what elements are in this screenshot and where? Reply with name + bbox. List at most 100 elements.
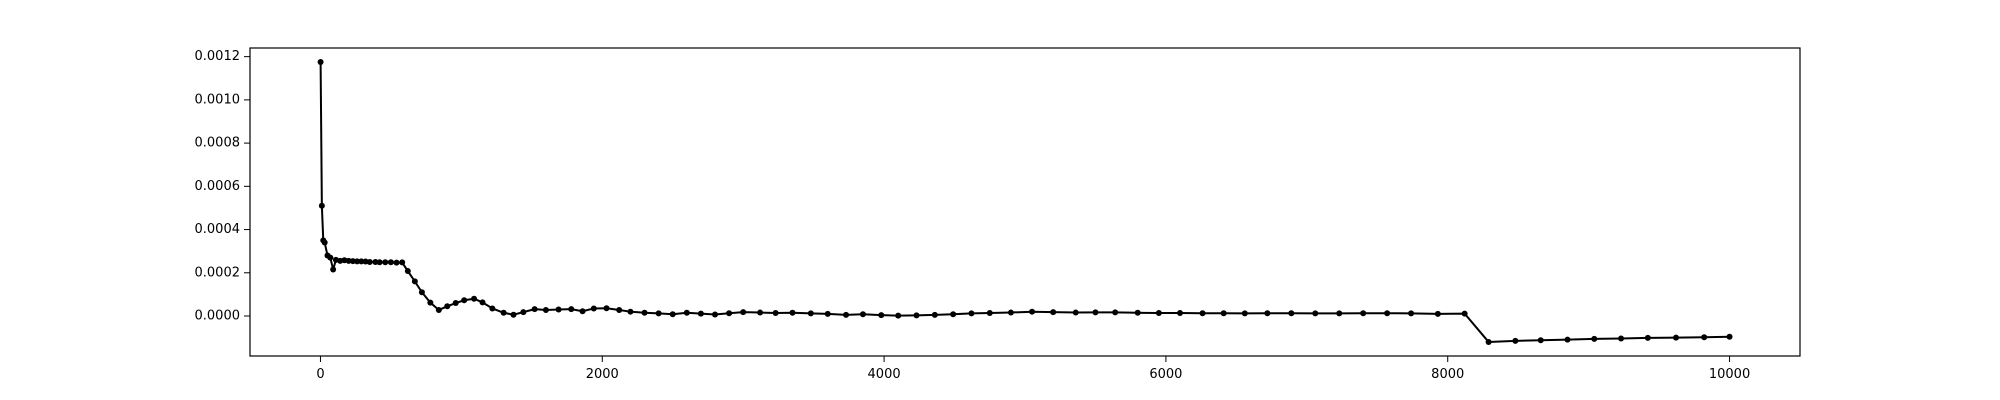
data-point [321, 239, 328, 246]
y-axis: 0.0000 0.0002 0.0004 0.0006 0.0008 0.0010 0.00… [195, 49, 250, 324]
data-point [318, 202, 325, 209]
data-point [349, 258, 356, 265]
data-point [354, 258, 361, 265]
data-point [1673, 334, 1679, 341]
data-point [579, 308, 586, 315]
data-point [683, 309, 690, 316]
data-point [772, 309, 779, 316]
data-point [1264, 310, 1271, 317]
data-point [1241, 310, 1248, 317]
y-tick-label: 0.0006 [195, 179, 241, 194]
data-point [913, 312, 920, 319]
data-point [603, 305, 610, 312]
plot-frame [249, 47, 1801, 357]
y-tick-label: 0.0004 [195, 222, 241, 237]
data-point [542, 306, 549, 313]
data-point [435, 306, 442, 313]
data-point [1537, 337, 1544, 344]
data-point [444, 303, 451, 310]
data-point [740, 309, 747, 316]
data-point [330, 266, 337, 273]
data-point [757, 309, 764, 316]
data-point [1512, 337, 1519, 344]
data-point [641, 309, 648, 316]
data-point [1618, 335, 1625, 342]
data-point [327, 254, 334, 261]
data-point [461, 297, 468, 304]
data-point [1336, 310, 1343, 317]
data-point [1434, 310, 1441, 317]
data-point [1591, 335, 1598, 342]
data-point [968, 310, 975, 317]
data-point [1360, 310, 1367, 317]
data-point [1155, 309, 1162, 316]
data-point [404, 268, 411, 275]
data-point [345, 257, 352, 264]
data-point [986, 309, 993, 316]
data-point [555, 306, 562, 313]
data-point [510, 311, 517, 318]
data-point [669, 311, 676, 318]
data-point [1092, 309, 1099, 316]
y-tick-label: 0.0010 [195, 92, 241, 107]
data-point [1029, 308, 1036, 315]
data-point [1134, 309, 1141, 316]
x-tick-label: 8000 [1431, 367, 1464, 382]
data-point [859, 311, 866, 318]
data-point [950, 311, 957, 318]
x-tick-label: 0 [316, 367, 324, 382]
data-point [1384, 310, 1391, 317]
data-point [399, 259, 406, 266]
data-point [1461, 310, 1468, 317]
data-point [531, 306, 538, 313]
data-point [1050, 309, 1057, 316]
data-point [1408, 310, 1415, 317]
data-point [411, 278, 418, 285]
data-point [807, 310, 814, 317]
data-point [1007, 309, 1014, 316]
x-tick-label: 4000 [868, 367, 901, 382]
y-tick-label: 0.0008 [195, 136, 241, 151]
data-point [931, 311, 938, 318]
data-point [376, 259, 383, 266]
data-point [382, 259, 389, 266]
y-tick-label: 0.0000 [195, 309, 241, 324]
data-point [590, 305, 597, 312]
data-point [1701, 334, 1708, 341]
data-point [520, 309, 527, 316]
data-point [568, 306, 575, 313]
series-markers [317, 59, 1733, 345]
data-point [500, 309, 507, 316]
data-point [393, 259, 400, 266]
y-tick-label: 0.0002 [195, 265, 241, 280]
data-point [1564, 336, 1571, 343]
data-point [789, 309, 796, 316]
data-point [824, 310, 831, 317]
data-point [317, 59, 324, 66]
data-point [1644, 334, 1651, 341]
data-point [878, 312, 885, 319]
data-point [387, 259, 394, 266]
data-point [366, 258, 373, 265]
data-point [655, 310, 662, 317]
data-point [1485, 338, 1492, 345]
data-point [1072, 309, 1079, 316]
data-point [1726, 333, 1733, 340]
data-point [452, 300, 459, 307]
data-point [471, 295, 478, 302]
data-point [418, 289, 425, 296]
data-point [479, 299, 486, 306]
data-point [489, 305, 496, 312]
x-tick-label: 2000 [586, 367, 619, 382]
data-point [726, 310, 733, 317]
data-point [1177, 309, 1183, 316]
data-point [697, 310, 704, 317]
data-point [1199, 310, 1206, 317]
x-tick-label: 6000 [1149, 367, 1182, 382]
data-point [843, 311, 850, 318]
data-point [372, 258, 379, 265]
y-tick-label: 0.0012 [195, 49, 241, 64]
data-point [1112, 309, 1119, 316]
data-point [616, 306, 623, 313]
